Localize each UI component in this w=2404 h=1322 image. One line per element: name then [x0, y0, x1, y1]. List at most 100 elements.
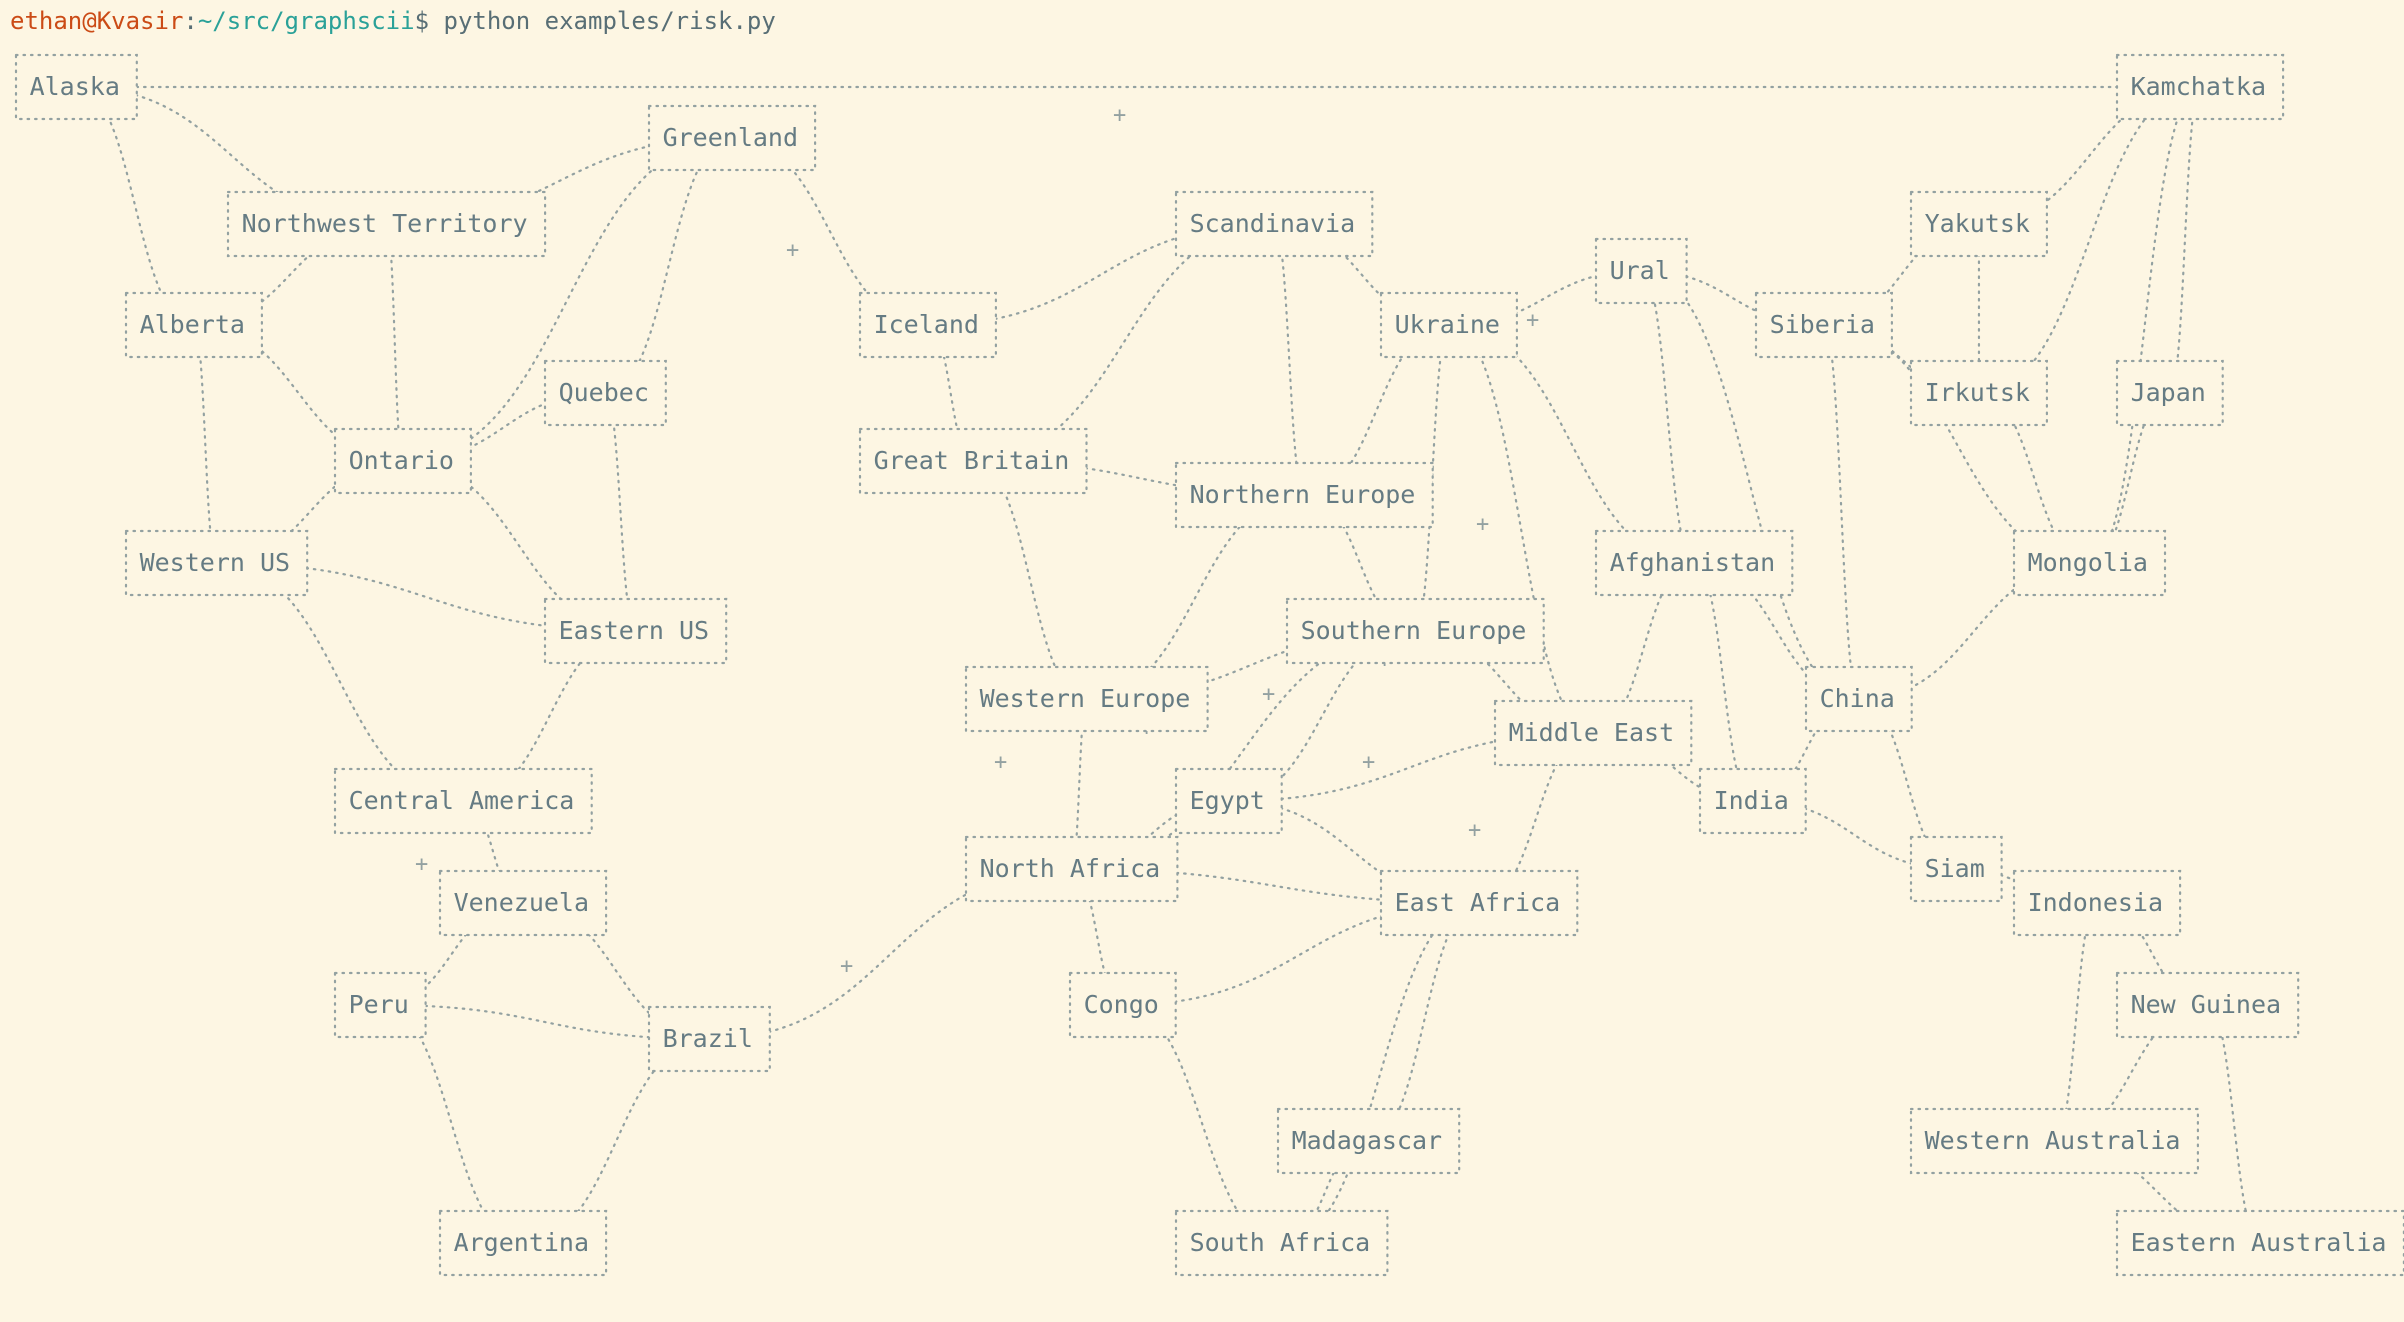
- territory-node-siberia: Siberia: [1754, 291, 1893, 359]
- territory-label: Alberta: [140, 310, 245, 339]
- territory-node-bg: [1911, 192, 2047, 256]
- territory-node-mongolia: Mongolia: [2012, 529, 2167, 597]
- territory-box: [1174, 767, 1283, 835]
- edge-afghanistan-ural: [1640, 269, 1696, 565]
- edge-junction: +: [840, 954, 853, 979]
- territory-node-ukraine: Ukraine: [1379, 291, 1518, 359]
- territory-node-bg: [1911, 837, 2002, 901]
- territory-node-bg: [1070, 973, 1176, 1037]
- edge-kamchatka-japan: [2168, 85, 2202, 395]
- territory-node-bg: [335, 769, 592, 833]
- shell-prompt: ethan@Kvasir:~/src/graphscii$ python exa…: [10, 6, 776, 36]
- territory-label: Ural: [1610, 256, 1670, 285]
- territory-node-bg: [335, 973, 426, 1037]
- territory-node-bg: [1381, 293, 1517, 357]
- territory-node-bg: [1176, 463, 1433, 527]
- territory-node-bg: [1756, 293, 1892, 357]
- territory-label: Argentina: [454, 1228, 589, 1257]
- territory-label: Central America: [349, 786, 575, 815]
- territory-label: Irkutsk: [1925, 378, 2030, 407]
- territory-label: East Africa: [1395, 888, 1561, 917]
- territory-node-eastern-us: Eastern US: [543, 597, 728, 665]
- territory-label: Madagascar: [1292, 1126, 1443, 1155]
- territory-label: Ukraine: [1395, 310, 1500, 339]
- territory-box: [14, 53, 138, 121]
- territory-node-bg: [545, 599, 727, 663]
- edge-great-britain-western-europe: [972, 459, 1088, 701]
- territory-label: Ontario: [349, 446, 454, 475]
- territory-box: [2115, 971, 2300, 1039]
- territory-node-bg: [2117, 1211, 2404, 1275]
- territory-label: Siberia: [1770, 310, 1875, 339]
- territory-box: [438, 1209, 608, 1277]
- territory-node-western-australia: Western Australia: [1909, 1107, 2199, 1175]
- territory-node-brazil: Brazil: [647, 1005, 771, 1073]
- edge-east-africa-madagascar: [1367, 901, 1481, 1143]
- prompt-user-host: ethan@Kvasir: [10, 7, 184, 35]
- territory-box: [1174, 461, 1434, 529]
- edge-siberia-mongolia: [1822, 323, 2091, 565]
- territory-node-bg: [126, 293, 262, 357]
- territory-node-bg: [440, 1211, 607, 1275]
- territory-node-bg: [228, 192, 546, 256]
- edge-northern-europe-western-europe: [1085, 493, 1306, 701]
- territory-box: [1068, 971, 1177, 1039]
- territory-label: Brazil: [663, 1024, 753, 1053]
- territory-node-bg: [649, 106, 816, 170]
- territory-node-bg: [2117, 973, 2299, 1037]
- edge-layer: +++++++++++++: [75, 85, 2262, 1245]
- territory-node-argentina: Argentina: [438, 1209, 608, 1277]
- territory-node-alaska: Alaska: [14, 53, 138, 121]
- edge-siberia-china: [1822, 323, 1860, 701]
- territory-node-western-us: Western US: [124, 529, 309, 597]
- territory-box: [2115, 1209, 2404, 1277]
- edge-east-africa-congo: [1121, 901, 1481, 1007]
- edge-peru-brazil: [379, 1003, 711, 1041]
- territory-node-north-africa: North Africa: [964, 835, 1179, 903]
- territory-node-central-america: Central America: [333, 767, 593, 835]
- prompt-separator: :: [183, 7, 198, 35]
- edge-north-africa-congo: [1070, 867, 1124, 1007]
- territory-box: [543, 359, 667, 427]
- territory-label: Western Australia: [1925, 1126, 2181, 1155]
- territory-node-bg: [2014, 871, 2181, 935]
- territory-label: Egypt: [1190, 786, 1265, 815]
- territory-node-bg: [545, 361, 666, 425]
- territory-box: [2115, 359, 2224, 427]
- territory-box: [124, 291, 263, 359]
- territory-box: [1594, 237, 1688, 305]
- territory-label: Yakutsk: [1925, 209, 2030, 238]
- territory-node-bg: [1381, 871, 1578, 935]
- prompt-path: ~/src/graphscii: [197, 7, 415, 35]
- territory-node-bg: [860, 429, 1087, 493]
- territory-node-eastern-australia: Eastern Australia: [2115, 1209, 2404, 1277]
- edge-peru-argentina: [379, 1003, 525, 1245]
- territory-node-india: India: [1698, 767, 1807, 835]
- territory-node-kamchatka: Kamchatka: [2115, 53, 2285, 121]
- territory-box: [226, 190, 547, 258]
- territory-node-bg: [1176, 769, 1282, 833]
- territory-node-scandinavia: Scandinavia: [1174, 190, 1374, 258]
- territory-label: North Africa: [980, 854, 1161, 883]
- territory-label: Alaska: [30, 72, 120, 101]
- territory-box: [964, 835, 1179, 903]
- territory-label: Siam: [1925, 854, 1985, 883]
- territory-node-indonesia: Indonesia: [2012, 869, 2182, 937]
- territory-node-congo: Congo: [1068, 971, 1177, 1039]
- territory-label: South Africa: [1190, 1228, 1371, 1257]
- territory-box: [1909, 835, 2003, 903]
- territory-node-bg: [1278, 1109, 1460, 1173]
- territory-box: [2012, 529, 2167, 597]
- territory-box: [124, 529, 309, 597]
- territory-label: Venezuela: [454, 888, 589, 917]
- territory-label: Afghanistan: [1610, 548, 1776, 577]
- territory-box: [333, 427, 472, 495]
- edge-southern-europe-north-africa: [1070, 629, 1417, 871]
- territory-node-northern-europe: Northern Europe: [1174, 461, 1434, 529]
- territory-node-middle-east: Middle East: [1493, 699, 1693, 767]
- territory-box: [1276, 1107, 1461, 1175]
- edge-junction: +: [415, 852, 428, 877]
- territory-box: [1804, 665, 1913, 733]
- territory-label: Congo: [1084, 990, 1159, 1019]
